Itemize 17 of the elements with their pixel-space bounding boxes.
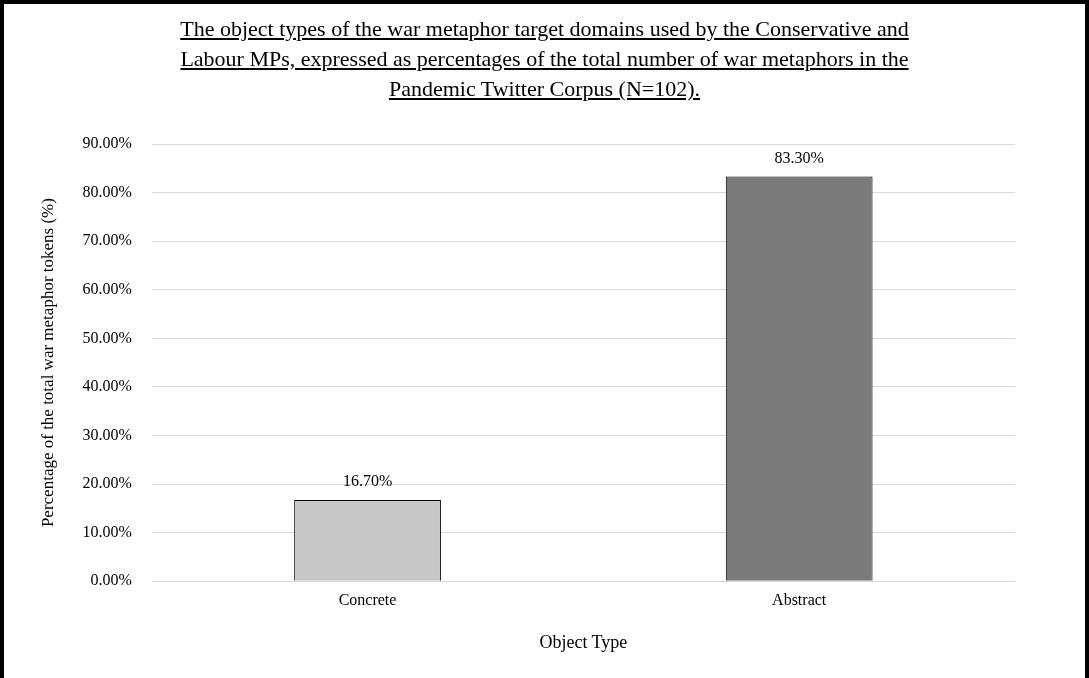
data-label: 16.70% <box>342 472 393 490</box>
y-tick-label: 30.00% <box>82 425 132 443</box>
y-tick-label: 80.00% <box>82 182 132 200</box>
x-tick-label: Concrete <box>338 591 397 608</box>
x-axis-title: Object Type <box>539 631 628 652</box>
y-tick-label: 50.00% <box>82 328 132 346</box>
y-tick-label: 20.00% <box>82 474 132 492</box>
data-label: 83.30% <box>774 148 824 166</box>
y-tick-label: 60.00% <box>82 279 132 297</box>
y-tick-label: 10.00% <box>82 522 132 540</box>
y-tick-label: 70.00% <box>82 231 132 249</box>
y-tick-label: 90.00% <box>82 134 132 152</box>
y-tick-label: 0.00% <box>90 571 132 589</box>
y-tick-label: 40.00% <box>82 377 132 395</box>
y-axis-title: Percentage of the total war metaphor tokens (%) <box>37 198 57 528</box>
chart-title: The object types of the war metaphor target domains used by the Conservative and Labour MPs, expressed as percentages of the total number of war metaphors in the Pandemic Twitter Corpus (N=102). <box>179 15 910 103</box>
x-tick-label: Abstract <box>772 591 827 608</box>
